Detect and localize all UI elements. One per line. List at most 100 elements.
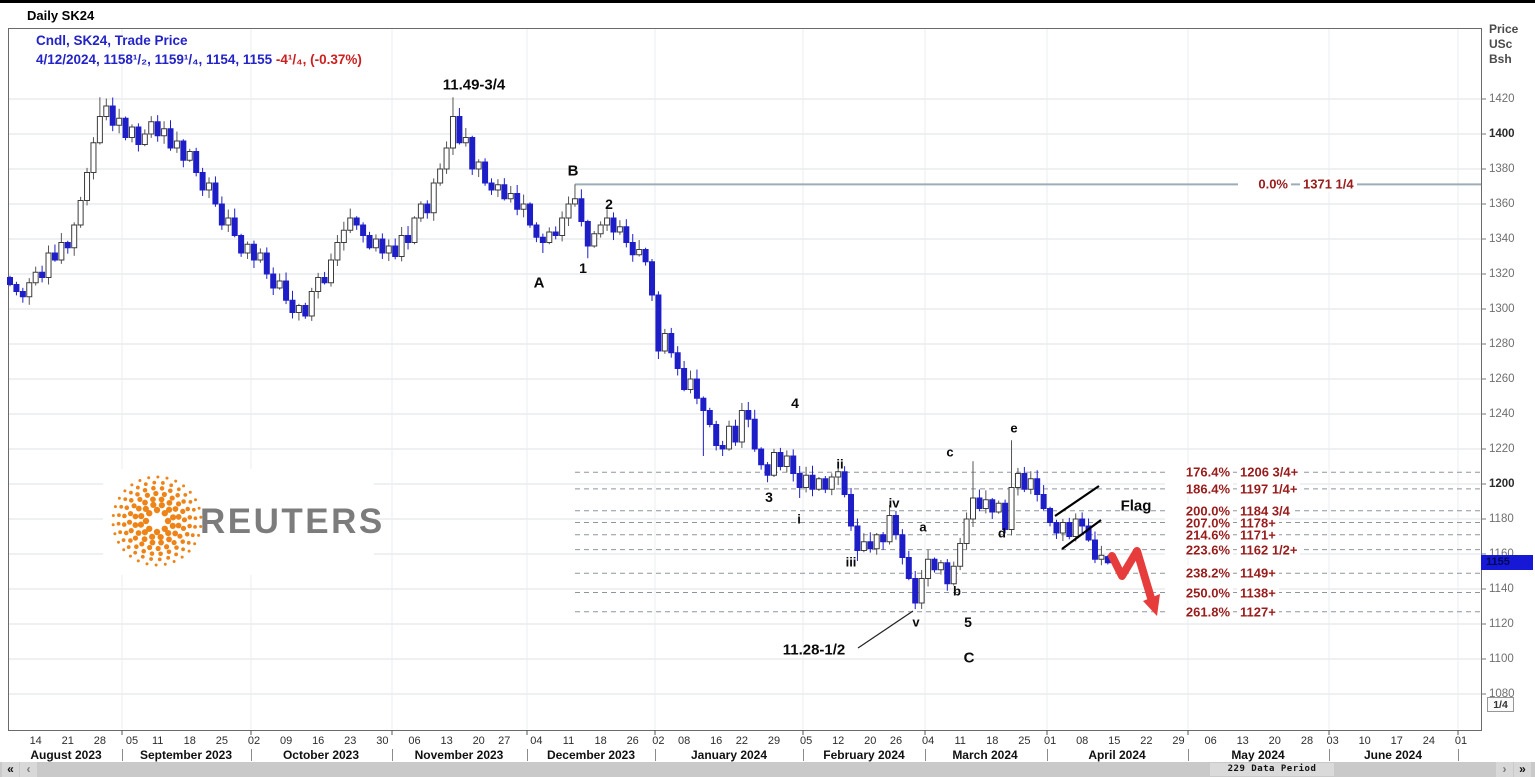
wave-annotation: 4 bbox=[791, 395, 799, 411]
candle-body bbox=[1079, 518, 1086, 527]
day-tick-label: 08 bbox=[1076, 735, 1089, 747]
month-label: October 2023 bbox=[282, 748, 360, 762]
month-label: August 2023 bbox=[30, 748, 102, 762]
candle-body bbox=[482, 161, 489, 184]
candle-body bbox=[514, 193, 521, 210]
day-tick-label: 17 bbox=[1390, 735, 1403, 747]
candle-body bbox=[604, 217, 611, 226]
candle-body bbox=[790, 455, 797, 474]
candle-body bbox=[7, 277, 13, 285]
reuters-logo-dot bbox=[161, 491, 167, 498]
candle-body bbox=[796, 473, 803, 488]
reuters-logo-dot bbox=[174, 479, 178, 483]
candle-body bbox=[777, 452, 784, 467]
candle-body bbox=[616, 226, 623, 233]
candle-body bbox=[212, 182, 219, 205]
fib-level-price: 1206 3/4+ bbox=[1237, 464, 1302, 480]
reuters-logo-dot bbox=[180, 525, 187, 531]
reuters-logo-dot bbox=[149, 533, 156, 540]
candle-body bbox=[809, 474, 816, 490]
candle-body bbox=[51, 252, 58, 261]
candle-body bbox=[687, 378, 694, 390]
fib-level-percent: 223.6% bbox=[1165, 542, 1233, 558]
horizontal-scrollbar[interactable]: « ‹ 229 Data Period › » bbox=[0, 762, 1535, 777]
wave-annotation: Flag bbox=[1120, 497, 1152, 515]
reuters-logo-dot bbox=[191, 507, 196, 512]
scroll-last-button[interactable]: » bbox=[1514, 762, 1531, 777]
reuters-logo-dot bbox=[169, 495, 175, 501]
month-divider bbox=[1329, 749, 1330, 761]
reuters-logo-dot bbox=[182, 484, 186, 488]
fib-level-price: 1149+ bbox=[1237, 565, 1279, 581]
candle-body bbox=[186, 151, 193, 161]
candle-body bbox=[13, 284, 20, 292]
candle-body bbox=[218, 203, 225, 226]
reuters-logo-dot bbox=[169, 483, 174, 488]
scroll-next-button[interactable]: › bbox=[1496, 762, 1513, 777]
reuters-logo-dot bbox=[157, 557, 162, 562]
month-divider bbox=[925, 749, 926, 761]
scrollbar-data-period-thumb[interactable]: 229 Data Period bbox=[1210, 763, 1334, 776]
day-tick-label: 10 bbox=[1358, 735, 1371, 747]
scroll-prev-button[interactable]: ‹ bbox=[20, 762, 37, 777]
candle-body bbox=[925, 558, 932, 579]
wave-annotation: c bbox=[946, 444, 954, 460]
reuters-logo-dot bbox=[117, 496, 121, 500]
reuters-logo-dot bbox=[124, 505, 130, 511]
candle-body bbox=[629, 242, 636, 256]
reuters-logo-dot bbox=[134, 544, 139, 550]
candle-body bbox=[989, 499, 996, 513]
day-tick-label: 16 bbox=[312, 735, 325, 747]
reuters-logo-dot bbox=[121, 522, 127, 527]
day-tick-label: 25 bbox=[215, 735, 229, 747]
candle-body bbox=[1098, 554, 1105, 560]
candle-body bbox=[674, 352, 681, 369]
day-tick-label: 11 bbox=[954, 735, 966, 747]
candle-body bbox=[90, 142, 97, 173]
wave-annotation: v bbox=[912, 614, 920, 630]
candle-body bbox=[668, 333, 675, 354]
price-axis-title-line: Price bbox=[1489, 22, 1519, 36]
reuters-logo-dot bbox=[169, 514, 177, 521]
reuters-logo-dot bbox=[156, 475, 160, 479]
candle-body bbox=[700, 397, 707, 411]
reuters-logo-dot bbox=[181, 517, 188, 523]
reuters-logo-dot bbox=[123, 489, 127, 493]
legend-series: Cndl, SK24, Trade Price bbox=[36, 33, 188, 48]
price-tick-label: 1380 bbox=[1489, 163, 1515, 175]
price-tick-label: 1240 bbox=[1489, 408, 1515, 420]
reuters-logo-dot bbox=[149, 539, 156, 546]
candle-body bbox=[321, 277, 328, 284]
flag-trendline bbox=[1061, 519, 1102, 550]
price-axis-footer: 1/4 bbox=[1487, 697, 1514, 712]
reuters-logo-dot bbox=[119, 504, 124, 509]
reuters-logo-dot bbox=[167, 488, 173, 494]
flag-trendline bbox=[1054, 485, 1100, 517]
price-axis-title-line: USc bbox=[1489, 37, 1513, 51]
reuters-logo-dot bbox=[186, 540, 191, 545]
projection-arrow-head bbox=[1143, 594, 1160, 616]
candle-body bbox=[546, 231, 553, 243]
reuters-logo-dot bbox=[153, 490, 159, 497]
scroll-first-button[interactable]: « bbox=[2, 762, 19, 777]
reuters-logo-dot bbox=[135, 492, 140, 497]
reuters-logo-dot bbox=[155, 545, 161, 552]
candle-body bbox=[636, 249, 643, 256]
candle-body bbox=[328, 259, 334, 284]
reuters-logo-dot bbox=[147, 476, 151, 480]
month-divider bbox=[392, 749, 393, 761]
chart-legend: Cndl, SK24, Trade Price 4/12/2024, 1158¹… bbox=[36, 31, 362, 69]
candle-body bbox=[854, 525, 861, 551]
reuters-logo-dot bbox=[152, 480, 157, 485]
candle-body bbox=[385, 245, 392, 254]
day-tick-label: 04 bbox=[921, 735, 935, 747]
candle-body bbox=[411, 217, 418, 243]
price-tick-label: 1420 bbox=[1489, 93, 1515, 105]
candle-body bbox=[873, 534, 880, 550]
price-tick-label: 1200 bbox=[1489, 478, 1515, 490]
price-tick-label: 1260 bbox=[1489, 373, 1515, 385]
reuters-logo-dot bbox=[175, 514, 182, 520]
candle-body bbox=[623, 226, 630, 243]
reuters-logo-dot bbox=[137, 496, 143, 503]
